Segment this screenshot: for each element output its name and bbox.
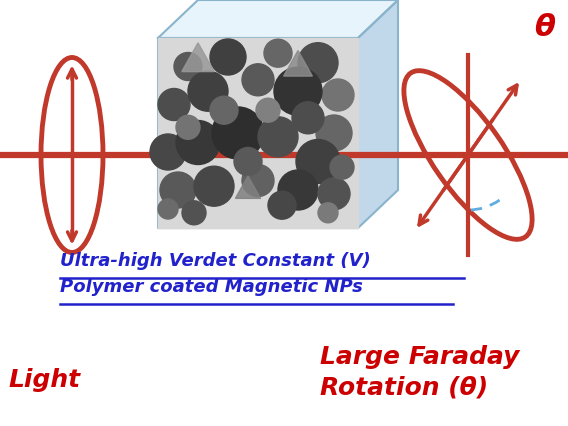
- Circle shape: [318, 203, 338, 223]
- Circle shape: [256, 98, 280, 122]
- Polygon shape: [235, 176, 261, 199]
- Circle shape: [316, 115, 352, 151]
- Circle shape: [292, 102, 324, 134]
- Polygon shape: [158, 38, 358, 228]
- Circle shape: [150, 134, 186, 170]
- Text: Polymer coated Magnetic NPs: Polymer coated Magnetic NPs: [60, 278, 363, 296]
- Circle shape: [242, 164, 274, 196]
- Circle shape: [188, 71, 228, 111]
- Circle shape: [158, 199, 178, 219]
- Bar: [158, 38, 358, 228]
- Circle shape: [234, 147, 262, 176]
- Circle shape: [318, 178, 350, 210]
- Circle shape: [330, 155, 354, 179]
- Circle shape: [212, 107, 264, 159]
- Circle shape: [242, 64, 274, 96]
- Circle shape: [194, 166, 234, 206]
- Circle shape: [296, 139, 340, 184]
- Circle shape: [174, 52, 202, 81]
- Circle shape: [258, 117, 298, 157]
- Circle shape: [176, 115, 200, 139]
- Text: θ: θ: [534, 14, 556, 43]
- Circle shape: [160, 172, 196, 208]
- Text: Light: Light: [8, 368, 80, 392]
- Circle shape: [274, 67, 322, 115]
- Polygon shape: [358, 0, 398, 228]
- Circle shape: [210, 96, 238, 124]
- Circle shape: [278, 170, 318, 210]
- Circle shape: [298, 43, 338, 83]
- Text: Rotation (θ): Rotation (θ): [320, 375, 488, 399]
- Text: Large Faraday: Large Faraday: [320, 345, 519, 369]
- Circle shape: [176, 121, 220, 164]
- Text: Ultra-high Verdet Constant (V): Ultra-high Verdet Constant (V): [60, 252, 371, 270]
- Circle shape: [182, 201, 206, 225]
- Polygon shape: [182, 43, 214, 72]
- Circle shape: [158, 89, 190, 121]
- Circle shape: [264, 39, 292, 67]
- Circle shape: [210, 39, 246, 75]
- Polygon shape: [283, 51, 312, 76]
- Circle shape: [322, 79, 354, 111]
- Circle shape: [268, 191, 296, 219]
- Polygon shape: [158, 0, 398, 38]
